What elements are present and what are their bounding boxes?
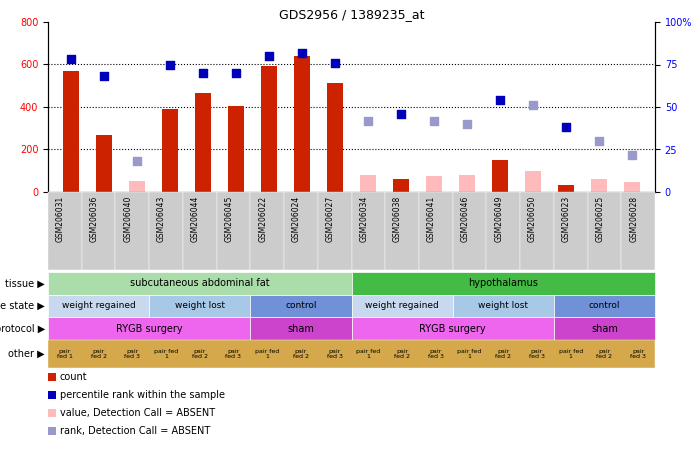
Point — [164, 61, 176, 68]
Text: GDS2956 / 1389235_at: GDS2956 / 1389235_at — [278, 8, 424, 21]
Text: control: control — [589, 301, 620, 310]
Text: GSM206024: GSM206024 — [292, 196, 301, 242]
Text: GSM206028: GSM206028 — [629, 196, 638, 242]
Text: subcutaneous abdominal fat: subcutaneous abdominal fat — [130, 279, 269, 289]
Text: percentile rank within the sample: percentile rank within the sample — [60, 390, 225, 400]
Text: pair
fed 3: pair fed 3 — [428, 348, 444, 359]
Point — [66, 55, 77, 63]
Text: sham: sham — [591, 323, 618, 334]
Point — [462, 120, 473, 128]
Point — [198, 69, 209, 77]
Text: GSM206034: GSM206034 — [359, 196, 368, 242]
Text: GSM206043: GSM206043 — [157, 196, 166, 242]
Bar — [558, 184, 574, 192]
Bar — [492, 160, 508, 192]
Text: tissue ▶: tissue ▶ — [6, 279, 45, 289]
Point — [296, 49, 307, 56]
Point — [330, 59, 341, 66]
Text: RYGB surgery: RYGB surgery — [116, 323, 182, 334]
Point — [594, 137, 605, 145]
Bar — [624, 182, 640, 192]
Text: GSM206044: GSM206044 — [191, 196, 200, 242]
Bar — [360, 175, 376, 192]
Text: count: count — [60, 372, 88, 382]
Text: pair
fed 2: pair fed 2 — [596, 348, 612, 359]
Text: GSM206031: GSM206031 — [56, 196, 65, 242]
Point — [395, 110, 406, 118]
Text: GSM206045: GSM206045 — [225, 196, 234, 242]
Text: pair
fed 3: pair fed 3 — [630, 348, 646, 359]
Text: pair
fed 2: pair fed 2 — [293, 348, 309, 359]
Bar — [129, 182, 145, 192]
Bar — [261, 65, 277, 192]
Bar — [327, 82, 343, 192]
Text: RYGB surgery: RYGB surgery — [419, 323, 486, 334]
Text: GSM206036: GSM206036 — [90, 196, 99, 242]
Text: weight regained: weight regained — [366, 301, 439, 310]
Point — [231, 69, 242, 77]
Point — [560, 124, 571, 131]
Text: pair
fed 3: pair fed 3 — [529, 348, 545, 359]
Text: GSM206049: GSM206049 — [494, 196, 503, 242]
Point — [363, 117, 374, 124]
Text: value, Detection Call = ABSENT: value, Detection Call = ABSENT — [60, 408, 215, 418]
Bar — [294, 56, 310, 192]
Bar — [459, 175, 475, 192]
Text: GSM206046: GSM206046 — [460, 196, 469, 242]
Point — [99, 73, 110, 80]
Text: weight lost: weight lost — [478, 301, 528, 310]
Text: sham: sham — [287, 323, 314, 334]
Text: control: control — [285, 301, 316, 310]
Text: disease state ▶: disease state ▶ — [0, 301, 45, 311]
Text: hypothalamus: hypothalamus — [468, 279, 538, 289]
Bar — [195, 93, 211, 192]
Bar — [63, 71, 79, 192]
Point — [495, 96, 506, 104]
Text: GSM206038: GSM206038 — [393, 196, 402, 242]
Text: GSM206022: GSM206022 — [258, 196, 267, 242]
Bar — [426, 176, 442, 192]
Text: GSM206050: GSM206050 — [528, 196, 537, 242]
Text: pair
fed 2: pair fed 2 — [191, 348, 208, 359]
Text: GSM206025: GSM206025 — [596, 196, 605, 242]
Text: pair
fed 1: pair fed 1 — [57, 348, 73, 359]
Text: pair
fed 2: pair fed 2 — [394, 348, 410, 359]
Point — [428, 117, 439, 124]
Text: GSM206040: GSM206040 — [123, 196, 132, 242]
Bar — [392, 179, 409, 192]
Text: pair
fed 3: pair fed 3 — [225, 348, 241, 359]
Text: GSM206027: GSM206027 — [325, 196, 334, 242]
Bar — [228, 106, 245, 192]
Text: protocol ▶: protocol ▶ — [0, 323, 45, 334]
Text: pair
fed 3: pair fed 3 — [124, 348, 140, 359]
Text: pair fed
1: pair fed 1 — [558, 348, 583, 359]
Bar — [162, 109, 178, 192]
Point — [263, 52, 274, 60]
Text: pair
fed 2: pair fed 2 — [495, 348, 511, 359]
Text: pair fed
1: pair fed 1 — [255, 348, 279, 359]
Text: pair fed
1: pair fed 1 — [357, 348, 381, 359]
Text: rank, Detection Call = ABSENT: rank, Detection Call = ABSENT — [60, 426, 210, 436]
Text: GSM206041: GSM206041 — [427, 196, 436, 242]
Point — [626, 151, 637, 158]
Bar — [96, 135, 113, 192]
Point — [527, 101, 538, 109]
Text: other ▶: other ▶ — [8, 349, 45, 359]
Text: weight regained: weight regained — [61, 301, 135, 310]
Text: weight lost: weight lost — [175, 301, 225, 310]
Text: pair fed
1: pair fed 1 — [457, 348, 482, 359]
Text: pair
fed 3: pair fed 3 — [327, 348, 343, 359]
Point — [131, 158, 142, 165]
Text: pair
fed 2: pair fed 2 — [91, 348, 106, 359]
Text: GSM206023: GSM206023 — [562, 196, 571, 242]
Bar — [591, 179, 607, 192]
Bar — [524, 171, 541, 192]
Text: pair fed
1: pair fed 1 — [154, 348, 178, 359]
